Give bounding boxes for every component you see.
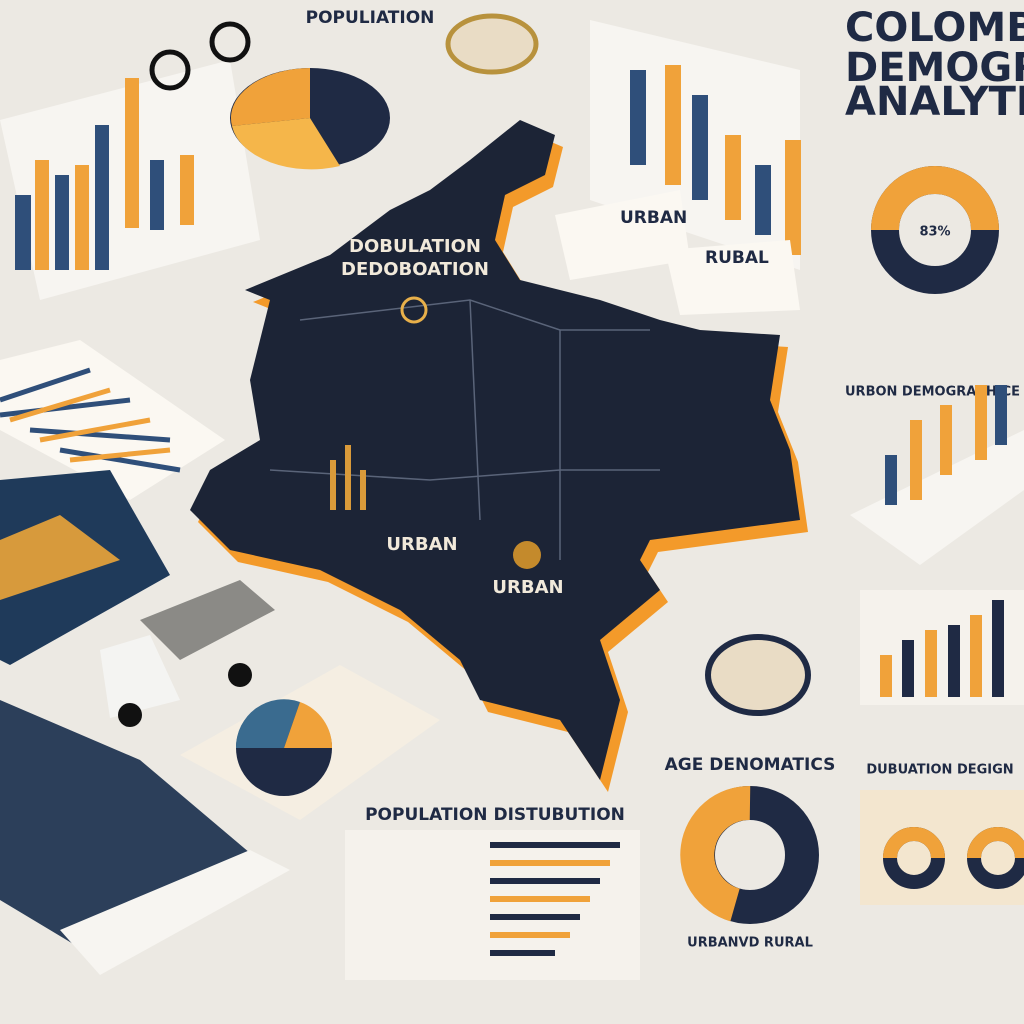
- line-chart-left-part: [9, 387, 171, 463]
- bar-chart-top-left-part: [55, 175, 69, 270]
- population-distribution-bars-part: [490, 842, 620, 848]
- bar-chart-top-left-part: [125, 78, 139, 228]
- map-colombia-part: [269, 299, 660, 560]
- bar-chart-top-left-part: [15, 195, 31, 270]
- bar-chart-top-right-part: [755, 165, 771, 235]
- bar-chart-top-left: [0, 60, 260, 300]
- bar-chart-top-right-part: [692, 95, 708, 200]
- donuts-bottom-right-part: [967, 827, 1024, 859]
- bar-chart-right-lower-part: [948, 625, 960, 697]
- bar-chart-top-left-part: [180, 155, 194, 225]
- map-colombia-part: [190, 120, 800, 780]
- pie-card-part: [284, 702, 333, 748]
- truck-part: [228, 663, 252, 687]
- donut-right-part: [871, 166, 999, 231]
- bar-chart-top-right-part: [630, 70, 646, 165]
- bar-chart-right-part: [940, 405, 952, 475]
- card-urban-part: [555, 190, 690, 280]
- truck-part: [140, 580, 275, 660]
- population-distribution-bars-part: [345, 830, 640, 980]
- magnifier-top-part: [445, 13, 539, 75]
- population-distribution-bars-part: [490, 950, 555, 956]
- bar-chart-right-part: [885, 455, 897, 505]
- population-distribution-bars-part: [490, 896, 590, 902]
- map-colombia-part: [330, 460, 336, 510]
- glasses-part: [149, 49, 191, 91]
- pie-top-part: [232, 118, 340, 170]
- urban-rural-label: URBANVD RURAL: [687, 936, 813, 951]
- bar-chart-right: [850, 385, 1024, 565]
- top-label: POPULIATION: [306, 8, 435, 28]
- truck-part: [118, 703, 142, 727]
- title-line: DEMOGRAT: [845, 45, 1024, 91]
- title-line: COLOMBI: [845, 5, 1024, 51]
- magnifier-top: [445, 13, 539, 75]
- city-photo-part: [60, 850, 290, 975]
- line-chart-left: [0, 340, 225, 500]
- truck-part: [100, 635, 180, 718]
- population-distribution-bars: [345, 830, 640, 980]
- title-line: ANALYTIC: [845, 79, 1024, 125]
- map-colombia-part: [513, 541, 541, 569]
- bar-chart-top-right-part: [725, 135, 741, 220]
- magnifier-right-part: [705, 634, 811, 716]
- map-colombia-part: [360, 470, 366, 510]
- pie-card: [180, 665, 440, 820]
- photo-left: [0, 470, 170, 665]
- donut-right: [871, 166, 999, 294]
- population-distribution-title: POPULATION DISTUBUTION: [365, 805, 625, 825]
- population-distribution-bars-part: [490, 878, 600, 884]
- bar-chart-top-right-part: [665, 65, 681, 185]
- age-donut: [680, 785, 819, 924]
- magnifier-right: [705, 634, 811, 716]
- map-colombia: [190, 120, 808, 792]
- bar-chart-right-lower-part: [992, 600, 1004, 697]
- bar-chart-right-part: [995, 385, 1007, 445]
- population-distribution-bars-part: [490, 914, 580, 920]
- bar-chart-right-lower-part: [902, 640, 914, 697]
- bar-chart-right-part: [975, 385, 987, 460]
- donuts-bottom-right-part: [883, 827, 945, 859]
- population-distribution-bars-part: [490, 860, 610, 866]
- pie-top-part: [230, 68, 310, 126]
- bar-chart-right-lower: [860, 590, 1024, 705]
- bar-chart-right-lower-part: [925, 630, 937, 697]
- map-label: DOBULATION: [349, 236, 481, 257]
- map-label: URBAN: [492, 577, 563, 598]
- map-label: DEDOBOATION: [341, 259, 489, 280]
- donut-value: 83%: [919, 225, 950, 240]
- bar-chart-top-left-part: [35, 160, 49, 270]
- pie-card-part: [235, 699, 300, 748]
- population-distribution-bars-part: [490, 932, 570, 938]
- rural-label: RUBAL: [705, 248, 769, 268]
- bar-chart-top-left-part: [95, 125, 109, 270]
- card-rural: [665, 240, 800, 315]
- pie-top: [230, 68, 390, 170]
- donuts-bottom-right: [860, 790, 1024, 905]
- bar-chart-top-right-part: [785, 140, 801, 255]
- map-colombia-part: [400, 296, 428, 324]
- map-colombia-part: [345, 445, 351, 510]
- line-chart-left-part: [0, 367, 181, 473]
- bar-chart-right-part: [850, 430, 1024, 565]
- urban-demographics-title: URBON DEMOGRAPHICE: [845, 385, 1020, 400]
- bar-chart-top-left-part: [150, 160, 164, 230]
- photo-left-part: [0, 515, 120, 600]
- truck: [100, 580, 275, 727]
- bar-chart-right-part: [910, 420, 922, 500]
- bar-chart-right-lower-part: [970, 615, 982, 697]
- glasses-part: [209, 21, 251, 63]
- glasses: [149, 21, 251, 91]
- population-design-title: DUBUATION DEGIGN: [866, 763, 1013, 778]
- card-rural-part: [665, 240, 800, 315]
- age-demographics-title: AGE DENOMATICS: [665, 755, 836, 775]
- urban-label: URBAN: [620, 208, 687, 228]
- map-label: URBAN: [386, 534, 457, 555]
- bar-chart-top-left-part: [75, 165, 89, 270]
- bar-chart-right-lower-part: [880, 655, 892, 697]
- age-donut-part: [680, 785, 751, 922]
- city-photo: [0, 700, 290, 975]
- card-urban: [555, 190, 690, 280]
